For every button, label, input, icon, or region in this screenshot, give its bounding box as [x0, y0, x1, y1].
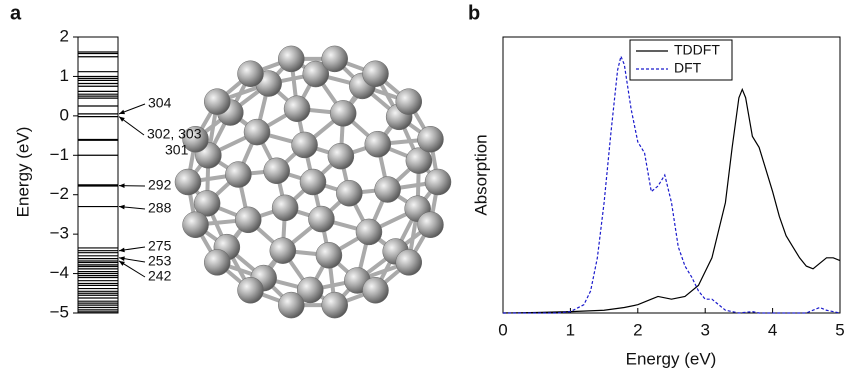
atom	[175, 169, 201, 195]
level-label: 242	[148, 268, 172, 284]
atom	[235, 207, 261, 233]
arrow-head	[119, 256, 125, 261]
arrow-head	[119, 110, 125, 114]
atom	[396, 249, 422, 275]
level-label: 275	[148, 238, 172, 254]
level-label: 288	[148, 200, 172, 216]
legend-label: DFT	[674, 60, 702, 76]
atom	[300, 169, 326, 195]
y-tick-label: 1	[60, 66, 69, 85]
atom	[270, 238, 296, 264]
level-label: 304	[148, 95, 172, 111]
atom	[238, 61, 264, 87]
atom	[375, 176, 401, 202]
arrow-head	[119, 248, 125, 253]
atom	[396, 89, 422, 115]
atom	[225, 162, 251, 188]
atom	[328, 143, 354, 169]
legend-label: TDDFT	[674, 42, 720, 58]
x-tick-label: 0	[498, 320, 507, 339]
y-tick-label: −4	[50, 263, 69, 282]
atom	[322, 46, 348, 72]
cluster-image	[175, 46, 451, 318]
atom	[365, 131, 391, 157]
y-axis-label: Energy (eV)	[13, 127, 32, 218]
atom	[322, 292, 348, 318]
x-tick-label: 4	[768, 320, 777, 339]
arrow-head	[119, 117, 125, 122]
atom	[425, 169, 451, 195]
atom	[363, 277, 389, 303]
atom	[272, 195, 298, 221]
atom	[204, 249, 230, 275]
y-tick-label: 2	[60, 26, 69, 45]
atom	[264, 158, 290, 184]
panel-letter: a	[10, 2, 22, 24]
x-tick-label: 3	[700, 320, 709, 339]
y-tick-label: 0	[60, 105, 69, 124]
arrow-head	[119, 261, 125, 266]
y-axis-label: Absorption	[471, 134, 490, 215]
x-tick-label: 1	[566, 320, 575, 339]
atom	[238, 277, 264, 303]
x-tick-label: 5	[835, 320, 844, 339]
y-tick-label: −5	[50, 302, 69, 321]
x-axis-label: Energy (eV)	[626, 349, 717, 368]
series-line	[503, 56, 840, 313]
level-label: 302, 303	[147, 126, 202, 142]
y-tick-label: −2	[50, 184, 69, 203]
atom	[356, 219, 382, 245]
x-tick-label: 2	[633, 320, 642, 339]
atom	[316, 242, 342, 268]
atom	[204, 89, 230, 115]
atom	[278, 292, 304, 318]
y-tick-label: −3	[50, 224, 69, 243]
atom	[330, 100, 356, 126]
level-label: 253	[148, 253, 172, 269]
atom	[183, 212, 209, 238]
level-label: 301	[165, 142, 189, 158]
level-label: 292	[148, 177, 172, 193]
panel-letter: b	[468, 2, 480, 24]
atom	[308, 206, 334, 232]
atom	[417, 126, 443, 152]
y-tick-label: −1	[50, 145, 69, 164]
atom	[284, 96, 310, 122]
atom	[244, 119, 270, 145]
atom	[417, 212, 443, 238]
atom	[278, 46, 304, 72]
atom	[292, 132, 318, 158]
atom	[363, 61, 389, 87]
series-line	[503, 89, 840, 313]
arrow-head	[119, 183, 125, 188]
atom	[336, 180, 362, 206]
